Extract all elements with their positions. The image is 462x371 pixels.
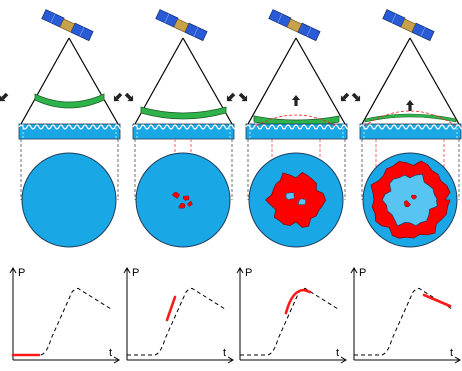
arrow-diagonal-icon bbox=[338, 91, 351, 104]
arrow-head bbox=[292, 95, 300, 100]
arrow-shaft bbox=[408, 105, 411, 111]
arrow-diagonal-icon bbox=[111, 91, 124, 104]
fov-right-edge bbox=[69, 38, 118, 124]
water-layer bbox=[19, 124, 120, 139]
curve-highlight bbox=[424, 295, 450, 306]
y-axis-label: P bbox=[18, 267, 25, 279]
x-axis-label: t bbox=[450, 347, 453, 359]
panel-stage-4: Pt bbox=[338, 10, 462, 363]
pt-graph: Pt bbox=[351, 267, 460, 363]
satellite-icon bbox=[42, 10, 93, 41]
panel-stage-3: Pt bbox=[224, 10, 363, 363]
y-axis-label: P bbox=[359, 267, 366, 279]
x-axis-label: t bbox=[223, 347, 226, 359]
seabed-disk bbox=[22, 153, 116, 247]
pt-graph: Pt bbox=[237, 267, 346, 363]
deformation-band bbox=[35, 94, 104, 108]
y-axis-label: P bbox=[245, 267, 252, 279]
pressure-curve bbox=[240, 288, 338, 355]
arrow-up-icon bbox=[292, 95, 300, 106]
panel-stage-2: Pt bbox=[111, 10, 250, 363]
arrow-diagonal-icon bbox=[224, 91, 237, 104]
x-axis-label: t bbox=[336, 347, 339, 359]
pressure-curve bbox=[354, 288, 452, 355]
seabed-disk bbox=[136, 153, 230, 247]
satellite-icon bbox=[269, 10, 320, 41]
curve-highlight bbox=[167, 297, 175, 320]
water-layer bbox=[246, 124, 347, 139]
panel-stage-1: Pt bbox=[0, 10, 136, 363]
arrow-shaft bbox=[294, 100, 297, 106]
fov-left-edge bbox=[21, 38, 69, 124]
x-axis-label: t bbox=[109, 347, 112, 359]
pressure-curve bbox=[127, 288, 225, 355]
pt-graph: Pt bbox=[10, 267, 119, 363]
fov-right-edge bbox=[296, 38, 345, 124]
deformation-band bbox=[141, 107, 226, 119]
y-axis-label: P bbox=[132, 267, 139, 279]
arrow-diagonal-icon bbox=[0, 91, 10, 104]
arrow-diagonal-icon bbox=[123, 91, 136, 104]
satellite-icon bbox=[156, 10, 207, 41]
arrow-head bbox=[406, 100, 414, 105]
pressure-curve bbox=[13, 288, 111, 355]
clear-patch bbox=[286, 193, 295, 200]
arrow-up-icon bbox=[406, 100, 414, 111]
satellite-icon bbox=[383, 10, 434, 41]
water-layer bbox=[360, 124, 461, 139]
curve-highlight bbox=[286, 290, 310, 313]
water-layer bbox=[133, 124, 234, 139]
arrow-diagonal-icon bbox=[237, 91, 250, 104]
spread-spot bbox=[183, 196, 189, 201]
arrow-diagonal-icon bbox=[350, 91, 363, 104]
pt-graph: Pt bbox=[124, 267, 233, 363]
fov-left-edge bbox=[248, 38, 296, 124]
